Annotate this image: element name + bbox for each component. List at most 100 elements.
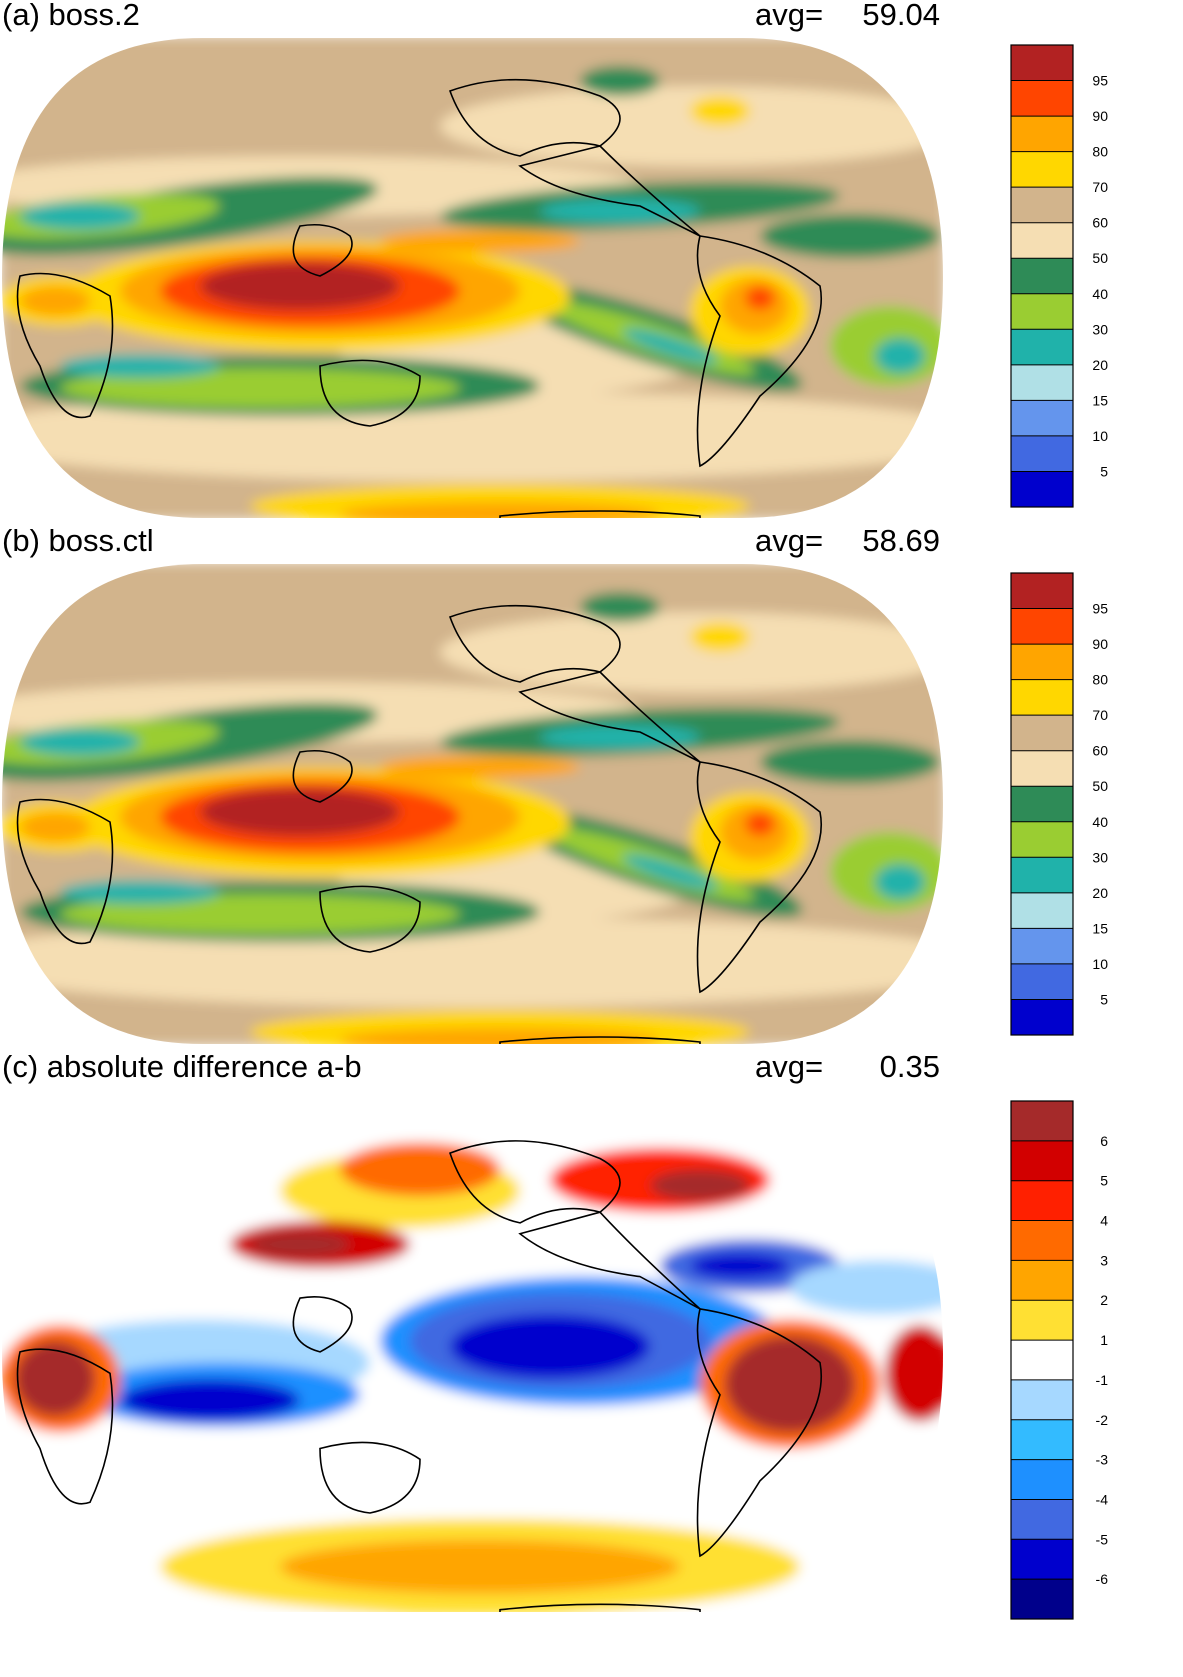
colorbar-swatch — [1011, 786, 1073, 823]
colorbar-tick-label: 3 — [1100, 1252, 1108, 1268]
colorbar-tick-label: 90 — [1092, 108, 1108, 124]
colorbar-swatch — [1011, 1180, 1073, 1222]
colorbar-swatch — [1011, 892, 1073, 929]
colorbar-frame — [1010, 572, 1074, 1036]
colorbar-swatch — [1011, 1260, 1073, 1301]
colorbar-tick-label: 80 — [1092, 672, 1108, 688]
colorbar-tick-label: 60 — [1092, 215, 1108, 231]
colorbar-tick-label: 5 — [1100, 1173, 1108, 1189]
coastline — [319, 359, 421, 427]
panel-b: (b) boss.ctl avg= 58.69 95 90 80 70 60 50 40 30… — [0, 523, 1183, 1046]
coastline — [696, 1307, 822, 1558]
colorbar-swatch — [1011, 1499, 1073, 1540]
panel-c: (c) absolute difference a-b avg= 0.35 6 5… — [0, 1050, 1183, 1677]
colorbar-tick-label: 4 — [1100, 1213, 1108, 1229]
colorbar-swatch — [1011, 1579, 1073, 1620]
colorbar-swatch — [1011, 258, 1073, 295]
colorbar-swatch — [1011, 1140, 1073, 1182]
colorbar-tick-label: 70 — [1092, 707, 1108, 723]
colorbar-tick-label: 40 — [1092, 286, 1108, 302]
colorbar-swatch — [1011, 80, 1073, 117]
colorbar-swatch — [1011, 116, 1073, 153]
colorbar-swatch — [1011, 608, 1073, 645]
colorbar-tick-label: -1 — [1096, 1372, 1109, 1388]
colorbar-tick-label: 6 — [1100, 1133, 1108, 1149]
panel-title: (c) absolute difference a-b — [2, 1049, 362, 1084]
average-value: 0.35 — [879, 1049, 940, 1084]
global-map — [2, 564, 943, 1044]
colorbar-tick-label: -6 — [1096, 1571, 1109, 1587]
colorbar-frame — [1010, 1100, 1074, 1620]
colorbar-swatch — [1011, 151, 1073, 188]
coastline — [319, 885, 421, 953]
colorbar-swatch — [1011, 857, 1073, 894]
colorbar-tick-label: -4 — [1096, 1491, 1109, 1507]
panel-title: (b) boss.ctl — [2, 523, 154, 558]
colorbar-swatch — [1011, 750, 1073, 787]
colorbar-frame — [1010, 44, 1074, 508]
colorbar-swatch — [1011, 222, 1073, 259]
colorbar-swatch — [1011, 644, 1073, 681]
colorbar-swatch — [1011, 400, 1073, 437]
colorbar-swatch — [1011, 963, 1073, 1000]
coastline — [16, 798, 114, 945]
colorbar-swatch — [1011, 821, 1073, 858]
coastline — [292, 749, 353, 803]
coastline — [292, 1295, 353, 1353]
coastline — [499, 510, 701, 518]
colorbar-swatch — [1011, 45, 1073, 82]
global-map — [2, 38, 943, 518]
colorbar-tick-label: 2 — [1100, 1292, 1108, 1308]
colorbar-tick-label: 60 — [1092, 743, 1108, 759]
colorbar: 6 5 4 3 2 1 -1 -2 -3 -4 -5 -6 — [1010, 1100, 1109, 1620]
coastline — [696, 235, 822, 468]
colorbar-swatch — [1011, 1419, 1073, 1461]
colorbar-tick-label: -2 — [1096, 1412, 1109, 1428]
global-map — [2, 1096, 943, 1612]
colorbar-swatch — [1011, 1101, 1073, 1142]
average-value: 59.04 — [862, 0, 940, 32]
colorbar-tick-label: 50 — [1092, 250, 1108, 266]
colorbar-swatch — [1011, 999, 1073, 1036]
colorbar-swatch — [1011, 1379, 1073, 1421]
colorbar-tick-label: 15 — [1092, 920, 1108, 936]
colorbar-tick-label: -3 — [1096, 1452, 1109, 1468]
colorbar-tick-label: 20 — [1092, 357, 1108, 373]
colorbar-tick-label: 70 — [1092, 179, 1108, 195]
coastline — [499, 1603, 701, 1612]
average-label: avg= — [755, 0, 824, 32]
colorbar-tick-label: 10 — [1092, 428, 1108, 444]
colorbar-tick-label: 5 — [1100, 991, 1108, 1007]
colorbar-swatch — [1011, 1220, 1073, 1261]
average-value: 58.69 — [862, 523, 940, 558]
coastline — [499, 1036, 701, 1044]
colorbar-swatch — [1011, 1340, 1073, 1381]
colorbar-tick-label: 95 — [1092, 73, 1108, 89]
colorbar-swatch — [1011, 364, 1073, 401]
panel-title: (a) boss.2 — [2, 0, 140, 32]
coastline — [518, 1211, 701, 1310]
colorbar-tick-label: 20 — [1092, 885, 1108, 901]
coastline — [292, 223, 353, 277]
coastline — [16, 1348, 114, 1505]
coastline — [696, 761, 822, 994]
average-label: avg= — [755, 1049, 824, 1084]
colorbar-swatch — [1011, 471, 1073, 508]
colorbar-swatch — [1011, 715, 1073, 752]
coastline — [319, 1441, 421, 1514]
colorbar-swatch — [1011, 1539, 1073, 1580]
colorbar-swatch — [1011, 187, 1073, 224]
average-label: avg= — [755, 523, 824, 558]
colorbar-swatch — [1011, 1300, 1073, 1341]
colorbar-tick-label: 50 — [1092, 778, 1108, 794]
coastline — [518, 145, 701, 237]
colorbar-swatch — [1011, 928, 1073, 965]
colorbar-tick-label: 95 — [1092, 601, 1108, 617]
colorbar: 95 90 80 70 60 50 40 30 20 15 10 5 — [1010, 44, 1108, 508]
colorbar-swatch — [1011, 293, 1073, 330]
colorbar-tick-label: 5 — [1100, 463, 1108, 479]
colorbar-tick-label: 80 — [1092, 144, 1108, 160]
panel-a: (a) boss.2 avg= 59.04 95 90 80 70 60 50 40 30 20… — [0, 0, 1183, 520]
colorbar-tick-label: 90 — [1092, 636, 1108, 652]
coastline — [16, 272, 114, 419]
